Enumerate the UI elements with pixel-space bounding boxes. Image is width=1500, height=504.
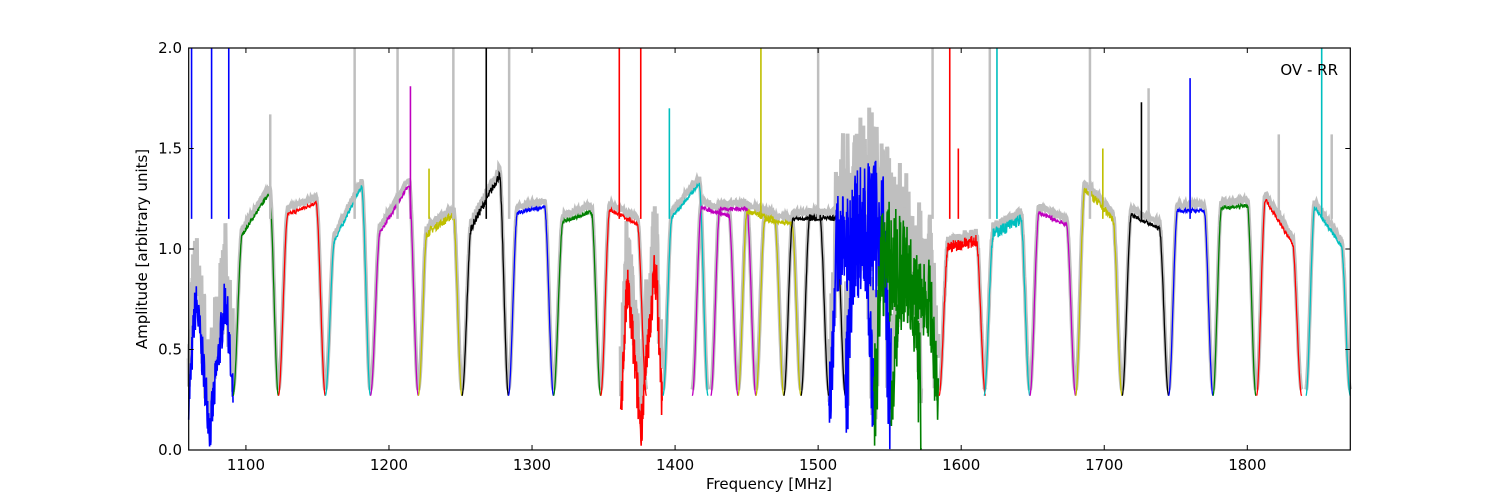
band-line-13 [710, 206, 757, 397]
band-line-20 [873, 201, 922, 451]
y-tick-label: 1.5 [158, 140, 182, 158]
band-line-5 [417, 212, 463, 396]
band-line-24 [1029, 211, 1077, 396]
x-tick-label: 1800 [1228, 456, 1266, 474]
band-line-0 [187, 283, 234, 447]
y-tick-label: 0.0 [158, 441, 182, 459]
y-axis: 0.0 0.5 1.0 1.5 2.0 [158, 39, 1351, 459]
y-tick-label: 2.0 [158, 39, 182, 57]
series-layer [187, 160, 1351, 451]
band-line-26 [1121, 212, 1170, 397]
band-line-3 [324, 185, 372, 397]
band-line-7 [507, 205, 555, 396]
y-axis-label: Amplitude [arbitrary units] [133, 149, 151, 349]
band-line-27 [1168, 206, 1214, 396]
band-line-29 [1255, 198, 1303, 397]
spike-layer [190, 48, 1333, 219]
x-tick-label: 1100 [227, 456, 265, 474]
x-tick-label: 1300 [513, 456, 551, 474]
annotation-label: OV - RR [1280, 61, 1338, 79]
band-line-30 [1305, 206, 1351, 397]
band-line-16 [783, 214, 830, 397]
band-line-10 [619, 255, 663, 446]
band-line-23 [983, 214, 1031, 397]
band-line-2 [277, 200, 326, 396]
band-line-15 [755, 216, 802, 396]
x-tick-label: 1500 [799, 456, 837, 474]
band-line-25 [1075, 187, 1123, 396]
y-tick-label: 0.5 [158, 341, 182, 359]
band-line-9 [600, 206, 648, 397]
band-line-11 [662, 182, 709, 396]
x-axis: 1100 1200 1300 1400 1500 1600 1700 1800 [227, 48, 1266, 474]
band-line-22 [938, 234, 987, 397]
band-line-28 [1212, 202, 1257, 396]
band-line-6 [461, 170, 510, 397]
envelope-layer [186, 107, 1353, 422]
x-axis-label: Frequency [MHz] [706, 475, 832, 493]
y-tick-label: 1.0 [158, 240, 182, 258]
x-tick-label: 1600 [942, 456, 980, 474]
band-line-12 [691, 205, 739, 396]
envelope-band-22 [937, 228, 988, 391]
band-line-8 [552, 209, 602, 396]
band-line-21 [890, 252, 940, 427]
x-tick-label: 1400 [656, 456, 694, 474]
x-tick-label: 1700 [1085, 456, 1123, 474]
x-tick-label: 1200 [370, 456, 408, 474]
